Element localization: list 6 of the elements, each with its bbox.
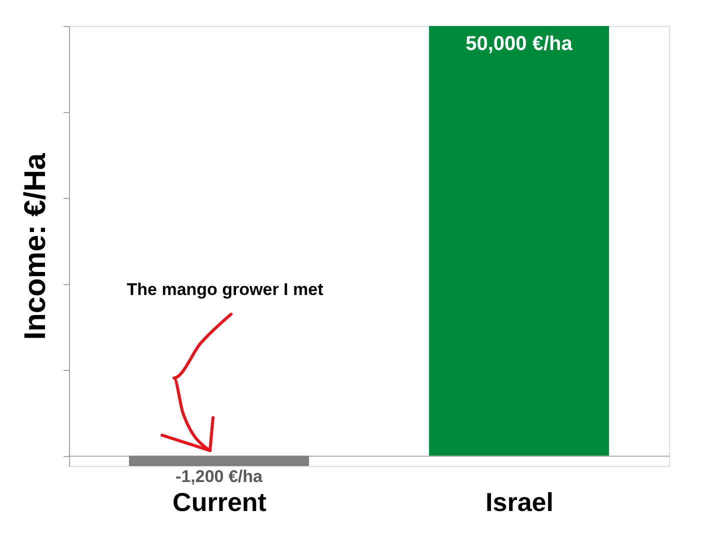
data-label: 50,000 €/ha bbox=[466, 33, 574, 55]
y-axis-title: Income: €/Ha bbox=[19, 152, 52, 340]
x-tick-label: Current bbox=[172, 487, 267, 518]
x-tick-label: Israel bbox=[486, 487, 554, 518]
annotation: The mango grower I met bbox=[126, 280, 324, 299]
data-label: -1,200 €/ha bbox=[176, 467, 264, 486]
